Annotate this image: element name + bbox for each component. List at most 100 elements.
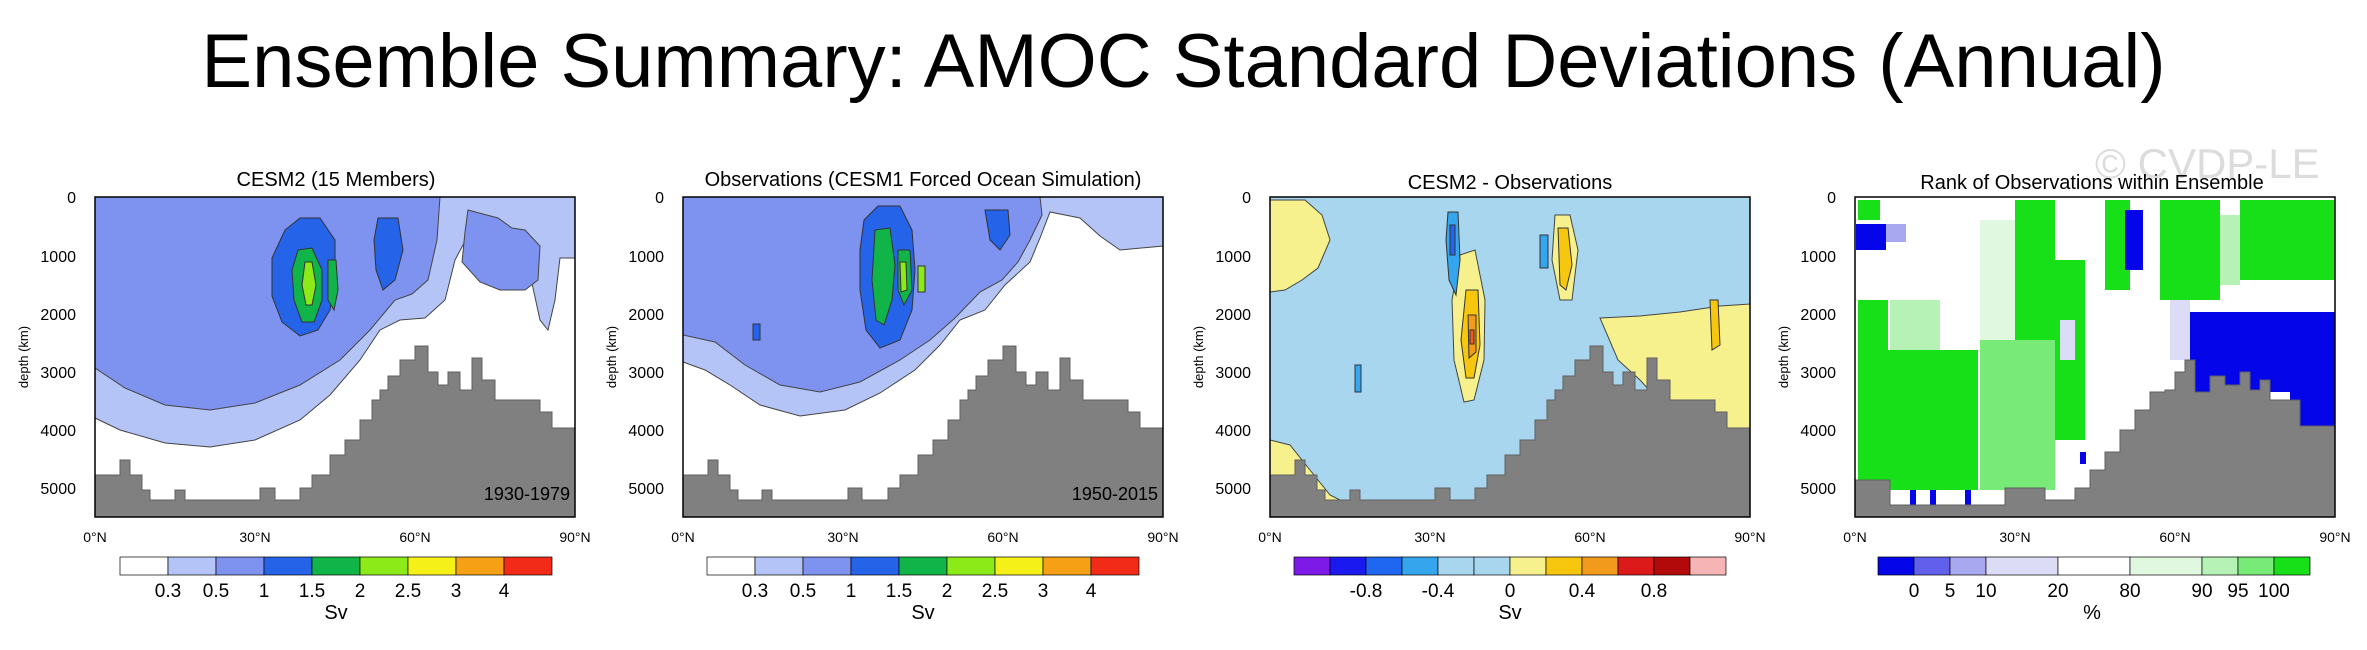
y-ticks: 0 1000 2000 3000 4000 5000 bbox=[1800, 190, 1836, 498]
colorbar-label: 20 bbox=[2047, 581, 2068, 602]
y-tick-label: 2000 bbox=[40, 307, 76, 324]
colorbar-label: 2 bbox=[355, 581, 366, 602]
contour-band-1-b bbox=[984, 209, 1011, 251]
diff-band-0.2-west bbox=[1269, 199, 1331, 293]
y-tick-label: 3000 bbox=[1800, 365, 1836, 382]
rank-block-blue-bottom-2 bbox=[1930, 490, 1936, 505]
y-axis-label: depth (km) bbox=[1191, 326, 1206, 388]
contour-field bbox=[682, 196, 1164, 518]
colorbar-label: -0.4 bbox=[1422, 581, 1455, 602]
colorbar-label: 1.5 bbox=[886, 581, 912, 602]
colorbar-label: 1.5 bbox=[299, 581, 325, 602]
contour-field bbox=[1269, 197, 1751, 518]
contour-band-1-c bbox=[752, 323, 761, 341]
y-ticks: 0 1000 2000 3000 4000 5000 bbox=[40, 190, 76, 498]
panel-title: CESM2 - Observations bbox=[1408, 172, 1613, 194]
colorbar-label: 0.4 bbox=[1569, 581, 1596, 602]
plot-frame bbox=[1854, 196, 2336, 518]
colorbar-label: 3 bbox=[451, 581, 462, 602]
y-tick-label: 0 bbox=[1827, 190, 1836, 207]
colorbar-unit: Sv bbox=[324, 602, 347, 624]
colorbar: 0.3 0.5 1 1.5 2 2.5 3 4 Sv bbox=[119, 556, 553, 624]
rank-block-green-north-1 bbox=[2160, 200, 2220, 300]
contour-band-2 bbox=[899, 261, 908, 293]
colorbar-swatch bbox=[2273, 556, 2311, 576]
y-tick-label: 0 bbox=[1242, 190, 1251, 207]
watermark: © CVDP-LE bbox=[2095, 140, 2320, 187]
colorbar-label: 80 bbox=[2119, 581, 2140, 602]
y-tick-label: 2000 bbox=[628, 307, 664, 324]
rank-block-lightgreen-west bbox=[1890, 300, 1940, 350]
colorbar-label: 2 bbox=[942, 581, 953, 602]
colorbar-label: 1 bbox=[846, 581, 857, 602]
panel-title: Rank of Observations within Ensemble bbox=[1920, 172, 2264, 194]
y-tick-label: 1000 bbox=[40, 249, 76, 266]
diff-band-0.4-east bbox=[1709, 299, 1721, 351]
x-ticks: 0°N 30°N 60°N 90°N bbox=[1843, 529, 2350, 545]
rank-block-lightblue-upper-west bbox=[1886, 224, 1906, 242]
x-tick-label: 30°N bbox=[239, 529, 270, 545]
y-tick-label: 3000 bbox=[40, 365, 76, 382]
x-ticks: 0°N 30°N 60°N 90°N bbox=[83, 529, 590, 545]
rank-block-green-mid-1 bbox=[2015, 200, 2055, 340]
y-tick-label: 5000 bbox=[1800, 481, 1836, 498]
colorbar-label: 4 bbox=[1086, 581, 1097, 602]
y-axis-label: depth (km) bbox=[604, 326, 619, 388]
colorbar-label: 95 bbox=[2227, 581, 2248, 602]
rank-field bbox=[1854, 197, 2336, 518]
y-tick-label: 1000 bbox=[1800, 249, 1836, 266]
y-tick-label: 1000 bbox=[1215, 249, 1251, 266]
colorbar-label: 0.3 bbox=[742, 581, 768, 602]
colorbar-swatch bbox=[1877, 556, 1915, 576]
y-axis-label: depth (km) bbox=[16, 326, 31, 388]
colorbar-label: 1 bbox=[259, 581, 270, 602]
rank-block-blue-upper-west bbox=[1856, 224, 1886, 250]
colorbar-unit: Sv bbox=[911, 602, 934, 624]
contour-field bbox=[94, 196, 576, 518]
colorbar-swatch bbox=[1090, 556, 1140, 576]
diff-band-neg-0.2-c bbox=[1539, 234, 1549, 269]
y-tick-label: 4000 bbox=[628, 423, 664, 440]
y-tick-label: 3000 bbox=[1215, 365, 1251, 382]
rank-block-blue-bottom-1 bbox=[1910, 490, 1916, 505]
x-tick-label: 60°N bbox=[399, 529, 430, 545]
rank-block-lightgreen-north bbox=[2220, 215, 2240, 285]
colorbar-label: 0 bbox=[1909, 581, 1920, 602]
x-tick-label: 0°N bbox=[1258, 529, 1282, 545]
y-tick-label: 5000 bbox=[628, 481, 664, 498]
x-tick-label: 90°N bbox=[1147, 529, 1178, 545]
x-tick-label: 90°N bbox=[559, 529, 590, 545]
y-tick-label: 5000 bbox=[1215, 481, 1251, 498]
y-tick-label: 4000 bbox=[1800, 423, 1836, 440]
colorbar-swatch bbox=[2057, 556, 2131, 576]
x-tick-label: 60°N bbox=[987, 529, 1018, 545]
figure-title: Ensemble Summary: AMOC Standard Deviatio… bbox=[201, 19, 2166, 104]
x-tick-label: 30°N bbox=[1999, 529, 2030, 545]
rank-block-green-upper-west bbox=[1858, 200, 1880, 220]
diff-band-0.8-center bbox=[1469, 329, 1475, 345]
colorbar-label: -0.8 bbox=[1350, 581, 1383, 602]
diff-band-neg-0.2-b bbox=[1354, 364, 1362, 393]
contour-band-0.5-north bbox=[461, 209, 541, 291]
colorbar-swatch bbox=[2201, 556, 2239, 576]
rank-block-green-west-strip bbox=[1858, 300, 1888, 360]
y-axis-label: depth (km) bbox=[1776, 326, 1791, 388]
rank-block-lightgreen-mid-1 bbox=[1980, 220, 2015, 340]
rank-block-blue-bottom-3 bbox=[1965, 490, 1971, 505]
colorbar-label: 0 bbox=[1505, 581, 1516, 602]
land-mask bbox=[94, 345, 576, 518]
colorbar-label: 90 bbox=[2191, 581, 2212, 602]
x-tick-label: 0°N bbox=[671, 529, 695, 545]
plot-frame bbox=[682, 196, 1164, 518]
x-tick-label: 60°N bbox=[2159, 529, 2190, 545]
contour-band-2-b bbox=[917, 265, 926, 293]
rank-block-lightblue-north bbox=[2170, 300, 2190, 360]
rank-block-blue-mid bbox=[2125, 210, 2143, 270]
rank-block-lightgreen-mid-2 bbox=[1980, 340, 2055, 490]
colorbar-unit: % bbox=[2083, 602, 2101, 624]
panel-title: Observations (CESM1 Forced Ocean Simulat… bbox=[705, 169, 1142, 191]
period-label: 1930-1979 bbox=[484, 484, 570, 504]
colorbar-label: 5 bbox=[1945, 581, 1956, 602]
